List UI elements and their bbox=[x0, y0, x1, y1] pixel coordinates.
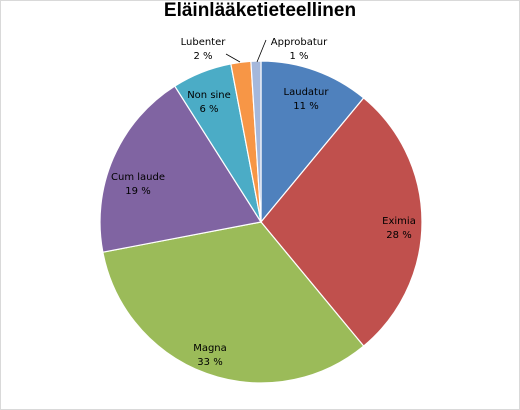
data-label-approbatur: Approbatur 1 % bbox=[271, 37, 328, 62]
data-label-laudatur: Laudatur 11 % bbox=[284, 87, 330, 112]
data-label-non-sine: Non sine 6 % bbox=[187, 90, 231, 115]
pie-slice-laudatur bbox=[260, 60, 365, 224]
pie-slice-cum-laude bbox=[99, 85, 262, 253]
chart-title: Eläinlääketieteellinen bbox=[163, 0, 357, 21]
data-label-magna: Magna 33 % bbox=[193, 343, 227, 368]
pie-slice-approbatur bbox=[250, 60, 262, 223]
pie-slice-magna bbox=[102, 221, 365, 384]
pie-slice-eximia bbox=[260, 97, 423, 347]
data-label-cum-laude: Cum laude 19 % bbox=[111, 172, 165, 197]
data-label-lubenter: Lubenter 2 % bbox=[181, 37, 227, 62]
data-labels: Laudatur 11 % Eximia 28 % Magna 33 % Cum laude… bbox=[111, 37, 416, 368]
leader-line-approbatur bbox=[256, 39, 267, 63]
leader-line-lubenter bbox=[225, 53, 241, 63]
leader-lines bbox=[225, 39, 267, 63]
data-label-eximia: Eximia 28 % bbox=[382, 216, 416, 241]
pie-slices bbox=[99, 60, 423, 384]
